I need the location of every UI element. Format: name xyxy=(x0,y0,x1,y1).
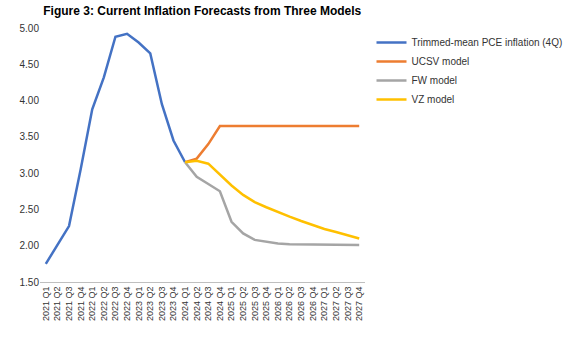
svg-text:2027 Q3: 2027 Q3 xyxy=(343,287,353,322)
svg-text:2022 Q2: 2022 Q2 xyxy=(99,287,109,322)
svg-text:2021 Q4: 2021 Q4 xyxy=(76,287,86,322)
svg-text:2024 Q1: 2024 Q1 xyxy=(180,287,190,322)
svg-text:2023 Q3: 2023 Q3 xyxy=(157,287,167,322)
svg-text:2026 Q4: 2026 Q4 xyxy=(308,287,318,322)
svg-text:2027 Q1: 2027 Q1 xyxy=(319,287,329,322)
svg-text:5.00: 5.00 xyxy=(20,23,40,34)
svg-text:2027 Q2: 2027 Q2 xyxy=(331,287,341,322)
svg-text:2.50: 2.50 xyxy=(20,204,40,215)
svg-text:2022 Q3: 2022 Q3 xyxy=(110,287,120,322)
svg-text:4.50: 4.50 xyxy=(20,59,40,70)
svg-text:2025 Q1: 2025 Q1 xyxy=(226,287,236,322)
svg-text:2021 Q2: 2021 Q2 xyxy=(52,287,62,322)
svg-text:Figure 3: Current Inflation Fo: Figure 3: Current Inflation Forecasts fr… xyxy=(43,4,361,18)
svg-text:2025 Q4: 2025 Q4 xyxy=(261,287,271,322)
svg-text:2024 Q3: 2024 Q3 xyxy=(203,287,213,322)
svg-text:4.00: 4.00 xyxy=(20,95,40,106)
svg-text:2023 Q4: 2023 Q4 xyxy=(168,287,178,322)
svg-text:UCSV model: UCSV model xyxy=(412,56,470,67)
svg-text:2026 Q1: 2026 Q1 xyxy=(273,287,283,322)
svg-text:2022 Q1: 2022 Q1 xyxy=(87,287,97,322)
svg-text:Trimmed-mean PCE inflation (4Q: Trimmed-mean PCE inflation (4Q) xyxy=(412,37,563,48)
svg-text:2025 Q2: 2025 Q2 xyxy=(238,287,248,322)
svg-text:2024 Q2: 2024 Q2 xyxy=(192,287,202,322)
svg-text:FW model: FW model xyxy=(412,75,458,86)
svg-text:3.50: 3.50 xyxy=(20,131,40,142)
svg-text:2026 Q3: 2026 Q3 xyxy=(296,287,306,322)
svg-text:2021 Q3: 2021 Q3 xyxy=(64,287,74,322)
svg-text:VZ model: VZ model xyxy=(412,94,455,105)
svg-text:1.50: 1.50 xyxy=(20,277,40,288)
svg-text:2.00: 2.00 xyxy=(20,240,40,251)
svg-text:2021 Q1: 2021 Q1 xyxy=(41,287,51,322)
svg-text:3.00: 3.00 xyxy=(20,168,40,179)
svg-text:2023 Q1: 2023 Q1 xyxy=(134,287,144,322)
svg-text:2023 Q2: 2023 Q2 xyxy=(145,287,155,322)
svg-text:2027 Q4: 2027 Q4 xyxy=(354,287,364,322)
svg-text:2024 Q4: 2024 Q4 xyxy=(215,287,225,322)
svg-text:2025 Q3: 2025 Q3 xyxy=(250,287,260,322)
svg-text:2026 Q2: 2026 Q2 xyxy=(284,287,294,322)
svg-text:2022 Q4: 2022 Q4 xyxy=(122,287,132,322)
